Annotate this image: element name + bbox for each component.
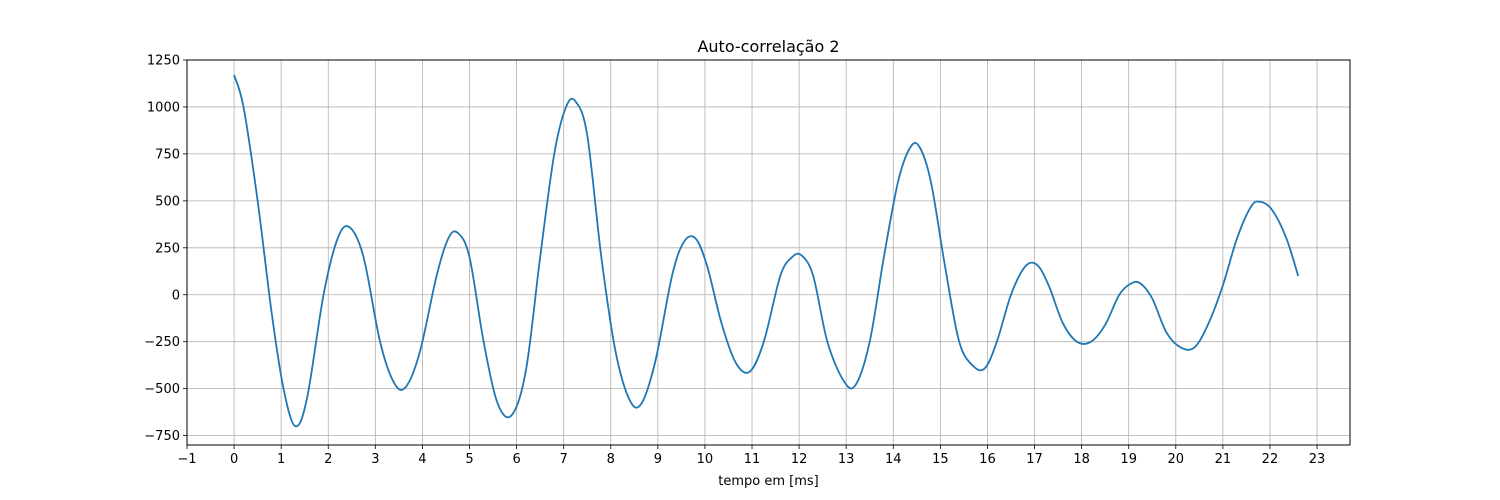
x-axis: −1 0 1 2 3 4 5 6 7 8 9 10 11 12 13 14 15 16 17 18 19 20 21 22 23 xyxy=(177,445,1325,467)
y-tick-label: 1250 xyxy=(147,54,180,69)
x-tick-label: 9 xyxy=(654,452,662,467)
x-tick-label: 8 xyxy=(607,452,615,467)
x-tick-label: 11 xyxy=(744,452,761,467)
x-tick-label: 0 xyxy=(230,452,238,467)
x-tick-label: 18 xyxy=(1073,452,1090,467)
x-tick-label: 14 xyxy=(885,452,902,467)
x-tick-label: 6 xyxy=(512,452,520,467)
x-tick-label: 20 xyxy=(1168,452,1185,467)
grid xyxy=(186,59,1350,445)
x-tick-label: 12 xyxy=(791,452,808,467)
x-tick-label: 13 xyxy=(838,452,855,467)
x-tick-label: 4 xyxy=(418,452,426,467)
x-tick-label: 15 xyxy=(932,452,949,467)
y-tick-label: −500 xyxy=(144,382,180,397)
y-tick-label: −750 xyxy=(144,429,180,444)
series-line-0 xyxy=(233,74,1300,428)
x-tick-label: 23 xyxy=(1309,452,1326,467)
y-axis: −750 −500 −250 0 250 500 750 1000 1250 xyxy=(144,54,187,444)
x-axis-label: tempo em [ms] xyxy=(718,474,818,489)
x-tick-label: 17 xyxy=(1026,452,1043,467)
y-tick-label: −250 xyxy=(144,335,180,350)
y-tick-label: 250 xyxy=(155,241,180,256)
x-tick-label: 3 xyxy=(371,452,379,467)
x-tick-label: 10 xyxy=(697,452,714,467)
chart-title: Auto-correlação 2 xyxy=(697,37,839,56)
x-tick-label: 22 xyxy=(1262,452,1279,467)
axes-frame xyxy=(186,59,1351,446)
x-tick-label: 19 xyxy=(1120,452,1137,467)
x-tick-label: 16 xyxy=(979,452,996,467)
x-tick-label: −1 xyxy=(177,452,196,467)
y-tick-label: 500 xyxy=(155,194,180,209)
x-tick-label: 7 xyxy=(560,452,568,467)
x-tick-label: 5 xyxy=(465,452,473,467)
x-tick-label: 1 xyxy=(277,452,285,467)
x-tick-label: 2 xyxy=(324,452,332,467)
y-tick-label: 1000 xyxy=(147,100,180,115)
x-tick-label: 21 xyxy=(1215,452,1232,467)
y-tick-label: 0 xyxy=(172,288,180,303)
y-tick-label: 750 xyxy=(155,147,180,162)
plot-area xyxy=(233,74,1300,428)
